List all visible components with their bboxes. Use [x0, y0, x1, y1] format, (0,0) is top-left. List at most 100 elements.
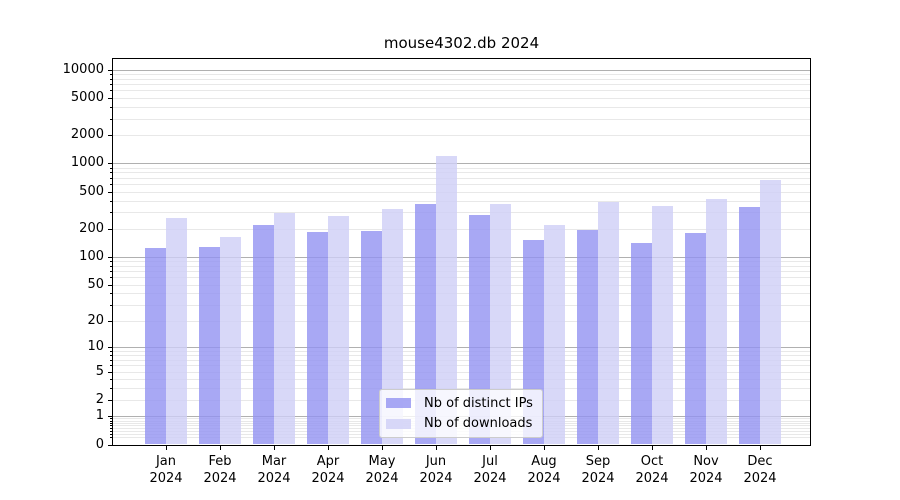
y-axis-minor-tick — [110, 172, 112, 174]
x-tick-label-sep: Sep 2024 — [581, 454, 615, 486]
x-axis-tick — [435, 446, 437, 450]
y-axis-tick — [108, 284, 112, 286]
grid-minor-line — [113, 355, 810, 357]
y-axis-minor-tick — [110, 428, 112, 429]
x-axis-tick — [543, 446, 545, 450]
y-axis-minor-tick — [110, 277, 112, 279]
legend-item-distinct-ips: Nb of distinct IPs — [386, 396, 542, 411]
y-axis-minor-tick — [110, 200, 112, 202]
grid-major-line — [113, 163, 810, 165]
x-tick-label-may: May 2024 — [365, 454, 399, 486]
y-axis-minor-tick — [110, 265, 112, 267]
y-axis-minor-tick — [110, 422, 112, 424]
y-axis-minor-tick — [110, 437, 112, 439]
grid-major-line — [113, 69, 810, 71]
y-axis-minor-tick — [110, 212, 112, 214]
bar-downloads-jul — [490, 203, 511, 445]
y-axis-tick — [108, 320, 112, 322]
bar-downloads-mar — [274, 212, 295, 445]
bar-downloads-oct — [652, 206, 673, 445]
bar-distinct-ips-mar — [253, 225, 274, 445]
legend-swatch-downloads — [386, 418, 411, 429]
y-tick-label: 200 — [79, 220, 104, 236]
y-axis-minor-tick — [110, 177, 112, 179]
y-axis-minor-tick — [110, 430, 112, 432]
x-axis-tick — [705, 446, 707, 450]
y-axis-tick — [108, 97, 112, 99]
chart-title: mouse4302.db 2024 — [383, 34, 540, 52]
x-tick-label-aug: Aug 2024 — [527, 454, 561, 486]
y-axis-tick — [108, 399, 112, 401]
grid-minor-line — [113, 167, 810, 169]
x-axis-tick — [489, 446, 491, 450]
y-axis-minor-tick — [110, 359, 112, 361]
y-tick-label: 500 — [79, 183, 104, 199]
grid-minor-line — [113, 260, 810, 262]
y-axis-minor-tick — [110, 293, 112, 295]
legend-label-distinct-ips: Nb of distinct IPs — [424, 395, 533, 411]
bar-distinct-ips-sep — [577, 229, 598, 445]
grid-minor-line — [113, 277, 810, 279]
y-axis-minor-tick — [110, 184, 112, 186]
y-axis-tick — [108, 256, 112, 258]
y-axis-minor-tick — [110, 271, 112, 273]
grid-minor-line — [113, 135, 810, 137]
y-axis-minor-tick — [110, 106, 112, 108]
y-axis-tick — [108, 371, 112, 373]
bar-distinct-ips-oct — [631, 243, 652, 445]
grid-minor-line — [113, 84, 810, 86]
x-tick-label-jun: Jun 2024 — [419, 454, 453, 486]
legend-item-downloads: Nb of downloads — [386, 416, 542, 431]
x-tick-label-nov: Nov 2024 — [689, 454, 723, 486]
grid-minor-line — [113, 184, 810, 186]
grid-minor-line — [113, 106, 810, 108]
bar-downloads-dec — [760, 180, 781, 445]
bar-distinct-ips-feb — [199, 246, 220, 445]
y-axis-tick — [108, 228, 112, 230]
x-axis-tick — [651, 446, 653, 450]
y-tick-label: 1 — [95, 408, 104, 424]
x-axis-tick — [273, 446, 275, 450]
y-axis-minor-tick — [110, 420, 112, 422]
y-axis-tick — [108, 135, 112, 137]
bar-distinct-ips-jan — [145, 248, 166, 445]
grid-minor-line — [113, 293, 810, 295]
y-tick-label: 2000 — [70, 127, 104, 143]
grid-minor-line — [113, 388, 810, 390]
x-tick-label-dec: Dec 2024 — [743, 454, 777, 486]
x-axis-tick — [597, 446, 599, 450]
grid-minor-line — [113, 212, 810, 214]
y-tick-label: 10 — [87, 338, 104, 354]
y-tick-label: 2 — [95, 391, 104, 407]
y-axis-minor-tick — [110, 379, 112, 380]
grid-minor-line — [113, 73, 810, 75]
bar-downloads-may — [382, 209, 403, 445]
y-axis-minor-tick — [110, 167, 112, 169]
y-axis-tick — [108, 163, 112, 165]
y-tick-label: 5000 — [70, 89, 104, 105]
y-axis-tick — [108, 69, 112, 71]
grid-major-line — [113, 346, 810, 348]
bar-downloads-feb — [220, 236, 241, 445]
grid-minor-line — [113, 320, 810, 322]
y-axis-minor-tick — [110, 388, 112, 390]
grid-minor-line — [113, 118, 810, 120]
bar-distinct-ips-may — [361, 230, 382, 445]
bar-downloads-sep — [598, 201, 619, 445]
grid-minor-line — [113, 359, 810, 361]
grid-minor-line — [113, 265, 810, 267]
grid-minor-line — [113, 200, 810, 202]
grid-minor-line — [113, 228, 810, 230]
y-axis-minor-tick — [110, 260, 112, 262]
y-axis-minor-tick — [110, 78, 112, 80]
y-axis-tick — [108, 416, 112, 418]
y-tick-label: 5 — [95, 363, 104, 379]
y-axis-minor-tick — [110, 433, 112, 435]
bar-distinct-ips-jun — [415, 204, 436, 445]
grid-minor-line — [113, 97, 810, 99]
y-tick-label: 20 — [87, 312, 104, 328]
x-tick-label-mar: Mar 2024 — [257, 454, 291, 486]
y-tick-label: 50 — [87, 276, 104, 292]
x-axis-tick — [381, 446, 383, 450]
